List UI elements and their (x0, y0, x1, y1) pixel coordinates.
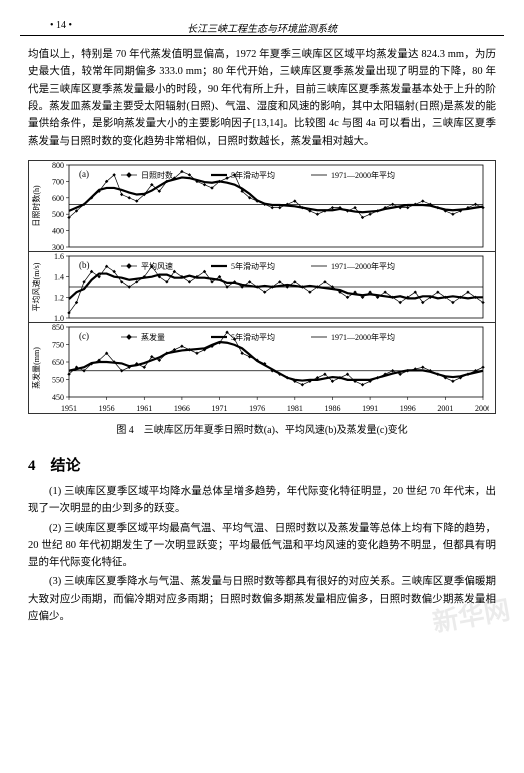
figure-caption: 图 4 三峡库区历年夏季日照时数(a)、平均风速(b)及蒸发量(c)变化 (0, 421, 524, 436)
svg-text:1.4: 1.4 (54, 273, 64, 282)
svg-text:1981: 1981 (287, 404, 303, 413)
svg-text:550: 550 (52, 375, 64, 384)
panel-b: 1.0 1.2 1.4 1.6 平均风速(m/s) (b) 平均风速 5年滑动平均 1971—2… (28, 251, 496, 323)
svg-text:1996: 1996 (400, 404, 416, 413)
svg-text:1976: 1976 (249, 404, 265, 413)
svg-text:1971—2000年平均: 1971—2000年平均 (331, 332, 395, 342)
panel-c: 450 550 650 750 850 蒸发量(mm) 1951 1956 1961 1966 19… (28, 322, 496, 414)
svg-text:800: 800 (52, 161, 64, 170)
svg-text:日照时数(h): 日照时数(h) (31, 185, 41, 227)
conclusion-3: (3) 三峡库区夏季降水与气温、蒸发量与日照时数等都具有很好的对应关系。三峡库区… (0, 573, 524, 625)
svg-text:600: 600 (52, 194, 64, 203)
svg-text:300: 300 (52, 243, 64, 251)
running-title: 长江三峡工程生态与环境监测系统 (187, 20, 337, 35)
svg-text:1991: 1991 (362, 404, 378, 413)
svg-text:1951: 1951 (61, 404, 77, 413)
section-heading: 结论 (51, 458, 81, 474)
svg-text:1971—2000年平均: 1971—2000年平均 (331, 261, 395, 271)
svg-text:2006: 2006 (475, 404, 489, 413)
svg-text:1986: 1986 (324, 404, 340, 413)
section-num: 4 (28, 458, 36, 474)
panel-a: 300 400 500 600 700 800 日照时数(h) (a) 日照时数 5年滑动平均 19… (28, 160, 496, 252)
svg-text:平均风速: 平均风速 (141, 261, 173, 271)
svg-text:5年滑动平均: 5年滑动平均 (231, 261, 275, 271)
svg-text:5年滑动平均: 5年滑动平均 (231, 170, 275, 180)
svg-text:400: 400 (52, 226, 64, 235)
intro-paragraph: 均值以上，特别是 70 年代蒸发值明显偏高，1972 年夏季三峡库区区域平均蒸发… (0, 36, 524, 154)
svg-text:(a): (a) (79, 169, 89, 179)
svg-text:1961: 1961 (136, 404, 152, 413)
page-number: • 14 • (50, 20, 72, 31)
svg-text:1.0: 1.0 (54, 314, 64, 322)
svg-text:日照时数: 日照时数 (141, 170, 173, 180)
svg-text:(c): (c) (79, 331, 89, 341)
svg-text:750: 750 (52, 340, 64, 349)
conclusion-2: (2) 三峡库区夏季区域平均最高气温、平均气温、日照时数以及蒸发量等总体上均有下… (0, 520, 524, 572)
page-header: • 14 • 长江三峡工程生态与环境监测系统 (20, 0, 504, 36)
svg-text:1.2: 1.2 (54, 293, 64, 302)
svg-text:1.6: 1.6 (54, 252, 64, 261)
svg-text:2001: 2001 (437, 404, 453, 413)
figure-4: 300 400 500 600 700 800 日照时数(h) (a) 日照时数 5年滑动平均 19… (28, 160, 496, 414)
svg-text:蒸发量(mm): 蒸发量(mm) (31, 347, 41, 389)
svg-text:1971—2000年平均: 1971—2000年平均 (331, 170, 395, 180)
svg-text:1971: 1971 (212, 404, 228, 413)
svg-text:650: 650 (52, 358, 64, 367)
svg-text:850: 850 (52, 323, 64, 332)
conclusion-1: (1) 三峡库区夏季区域平均降水量总体呈增多趋势，年代际变化特征明显，20 世纪… (0, 483, 524, 518)
svg-text:5年滑动平均: 5年滑动平均 (231, 332, 275, 342)
svg-text:(b): (b) (79, 260, 90, 270)
svg-text:700: 700 (52, 177, 64, 186)
svg-text:500: 500 (52, 210, 64, 219)
svg-text:1966: 1966 (174, 404, 190, 413)
svg-text:蒸发量: 蒸发量 (141, 332, 165, 342)
svg-text:平均风速(m/s): 平均风速(m/s) (31, 262, 41, 311)
svg-text:1956: 1956 (99, 404, 115, 413)
section-title: 4 结论 (0, 450, 524, 483)
svg-text:450: 450 (52, 393, 64, 402)
